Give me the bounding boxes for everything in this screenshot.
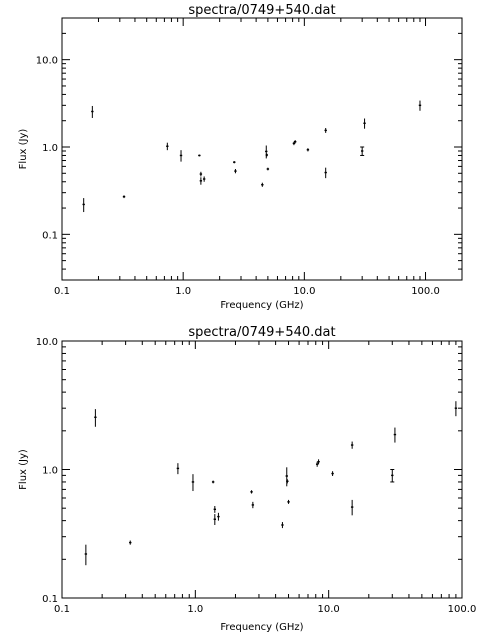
data-point [198, 154, 201, 157]
data-point [217, 512, 220, 521]
data-point [324, 128, 327, 133]
data-point [176, 463, 180, 475]
data-point [82, 198, 85, 213]
y-tick-label: 0.1 [42, 594, 58, 605]
y-tick-label: 0.1 [42, 230, 58, 241]
y-tick-label: 10.0 [36, 56, 58, 67]
x-tick-label: 1.0 [187, 604, 203, 615]
data-point [287, 499, 290, 504]
data-point [363, 118, 366, 129]
data-point [191, 474, 195, 492]
y-axis-label: Flux (Jy) [18, 129, 29, 170]
data-point [360, 146, 365, 156]
y-tick-label: 10.0 [36, 337, 58, 348]
data-point [418, 100, 422, 111]
data-point [281, 522, 284, 529]
y-tick-label: 1.0 [42, 466, 58, 477]
data-point [350, 441, 354, 449]
data-point [393, 427, 397, 443]
data-point [285, 467, 288, 487]
data-point [251, 501, 255, 509]
data-point [266, 167, 270, 171]
data-point [265, 145, 268, 159]
data-point [250, 490, 253, 494]
x-tick-label: 10.0 [293, 286, 315, 297]
plot-frame [61, 17, 463, 281]
data-point [211, 480, 215, 484]
data-point [317, 459, 320, 465]
data-point [350, 499, 354, 516]
data-point [94, 409, 97, 427]
data-point [166, 142, 169, 151]
x-tick-label: 1.0 [175, 286, 191, 297]
data-point [324, 167, 327, 179]
x-axis-label: Frequency (GHz) [220, 300, 303, 311]
x-tick-label: 10.0 [318, 604, 340, 615]
x-tick-label: 0.1 [54, 286, 70, 297]
x-tick-label: 0.1 [54, 604, 70, 615]
chart-title: spectra/0749+540.dat [188, 325, 335, 340]
chart-panel-1: spectra/0749+540.dat 0.1 1.0 10.0 100.0 0.1 1.… [18, 3, 463, 311]
data-point [199, 171, 203, 177]
data-point [261, 182, 264, 187]
x-axis-label: Frequency (GHz) [220, 622, 303, 633]
data-point [315, 461, 319, 467]
data-point [233, 161, 236, 164]
data-point [199, 177, 203, 185]
data-point [122, 195, 126, 199]
data-point [306, 148, 310, 152]
chart-panel-2: spectra/0749+540.dat 0.1 1.0 10.0 100.0 0.1 1.… [18, 325, 476, 633]
data-point [179, 150, 183, 162]
data-point [390, 469, 395, 483]
data-point [331, 471, 334, 477]
data-point [213, 514, 217, 525]
data-point [202, 176, 206, 182]
data-point [129, 540, 132, 545]
y-tick-label: 1.0 [42, 143, 58, 154]
x-tick-label: 100.0 [448, 604, 477, 615]
data-point [454, 401, 458, 417]
plot-frame [61, 340, 463, 599]
data-point [234, 168, 237, 174]
data-point [213, 505, 217, 513]
x-tick-label: 100.0 [411, 286, 440, 297]
data-point [286, 479, 289, 484]
data-point [91, 105, 94, 118]
y-axis-label: Flux (Jy) [18, 449, 29, 490]
data-point [293, 140, 297, 144]
data-point [265, 153, 269, 157]
chart-title: spectra/0749+540.dat [188, 3, 335, 18]
data-point [84, 544, 88, 566]
